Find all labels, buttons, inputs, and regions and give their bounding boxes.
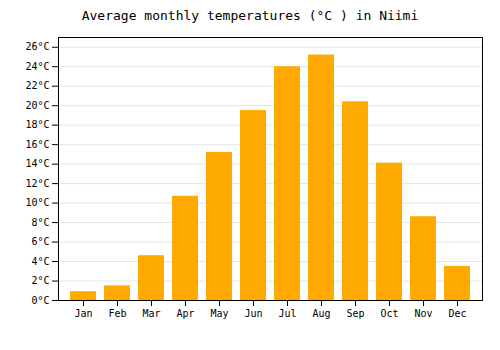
- svg-text:4°C: 4°C: [31, 256, 49, 267]
- html-text:Average monthly temperatures (: Average monthly temperatures (°C ) in Ni…: [81, 8, 419, 23]
- svg-text:0°C: 0°C: [31, 295, 49, 306]
- svg-text:Aug: Aug: [312, 308, 330, 319]
- svg-text:Jun: Jun: [244, 308, 262, 319]
- svg-text:Dec: Dec: [448, 308, 466, 319]
- svg-text:22°C: 22°C: [25, 80, 49, 91]
- svg-text:20°C: 20°C: [25, 100, 49, 111]
- svg-text:Nov: Nov: [414, 308, 432, 319]
- svg-text:Oct: Oct: [380, 308, 398, 319]
- svg-text:Jul: Jul: [278, 308, 296, 319]
- svg-text:24°C: 24°C: [25, 61, 49, 72]
- svg-text:May: May: [210, 308, 228, 319]
- svg-text:10°C: 10°C: [25, 197, 49, 208]
- svg-text:Apr: Apr: [176, 308, 194, 319]
- svg-text:Jan: Jan: [74, 308, 92, 319]
- svg-text:2°C: 2°C: [31, 275, 49, 286]
- svg-text:12°C: 12°C: [25, 178, 49, 189]
- svg-text:16°C: 16°C: [25, 139, 49, 150]
- svg-text:Mar: Mar: [142, 308, 160, 319]
- svg-text:26°C: 26°C: [25, 41, 49, 52]
- svg-text:14°C: 14°C: [25, 158, 49, 169]
- svg-text:6°C: 6°C: [31, 236, 49, 247]
- svg-text:Feb: Feb: [108, 308, 126, 319]
- svg-text:8°C: 8°C: [31, 217, 49, 228]
- svg-text:Sep: Sep: [346, 308, 364, 319]
- svg-text:18°C: 18°C: [25, 119, 49, 130]
